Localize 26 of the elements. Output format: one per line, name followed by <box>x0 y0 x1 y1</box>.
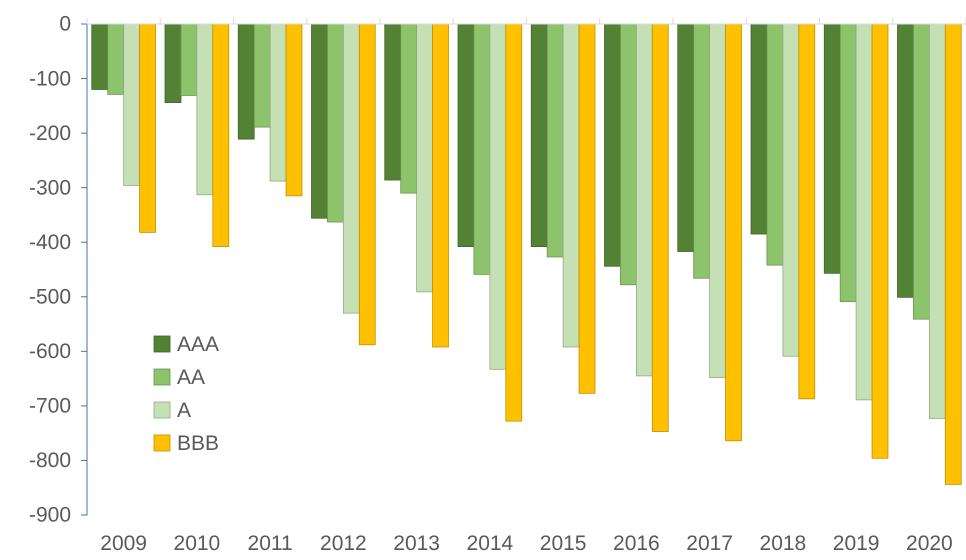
y-tick-label: -200 <box>28 122 71 145</box>
x-tick-label: 2018 <box>760 532 806 555</box>
legend-label: BBB <box>177 432 220 455</box>
x-tick-label: 2014 <box>466 532 514 555</box>
x-tick-label: 2012 <box>320 532 367 555</box>
x-tick-label: 2013 <box>393 532 440 555</box>
y-tick-label: -900 <box>28 504 71 527</box>
x-tick-label: 2015 <box>540 532 586 555</box>
x-tick-label: 2020 <box>906 532 953 555</box>
legend-label: AA <box>177 366 206 389</box>
y-tick-label: -600 <box>28 340 71 364</box>
y-tick-label: -500 <box>28 286 71 308</box>
x-tick-label: 2011 <box>248 532 293 555</box>
x-tick-label: 2010 <box>174 532 220 555</box>
x-tick-label: 2017 <box>686 532 733 555</box>
y-tick-label: -700 <box>28 394 71 418</box>
x-tick-label: 2016 <box>613 532 660 555</box>
y-tick-label: -400 <box>28 230 71 254</box>
x-tick-label: 2009 <box>100 532 147 555</box>
x-tick-label: 2019 <box>832 532 880 555</box>
legend-label: A <box>177 399 192 422</box>
y-tick-label: -800 <box>28 449 71 472</box>
y-tick-label: -100 <box>28 67 71 90</box>
y-tick-label: -300 <box>28 176 71 200</box>
legend-label: AAA <box>177 333 220 356</box>
y-tick-label: 0 <box>59 12 71 36</box>
